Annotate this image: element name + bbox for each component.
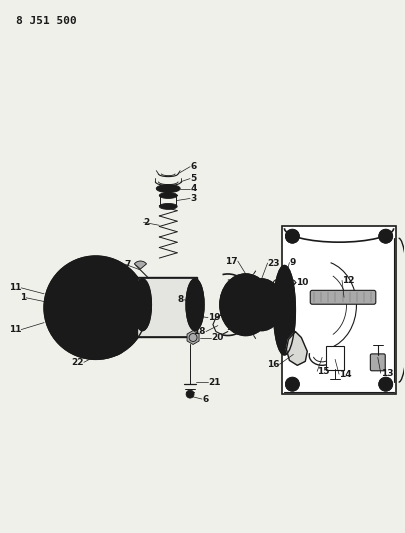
Text: 12: 12 [342,276,354,285]
Text: 23: 23 [268,259,280,268]
Ellipse shape [159,192,177,198]
Circle shape [286,377,299,391]
Ellipse shape [156,184,180,192]
FancyBboxPatch shape [310,290,376,304]
Circle shape [379,229,393,243]
FancyBboxPatch shape [370,354,385,371]
FancyBboxPatch shape [326,346,344,370]
Ellipse shape [255,296,269,314]
Circle shape [86,298,106,318]
Text: 3: 3 [190,194,196,203]
Text: 21: 21 [208,378,220,387]
Circle shape [379,377,393,391]
Ellipse shape [159,204,177,209]
Circle shape [104,327,115,337]
Ellipse shape [161,186,175,191]
Text: 15: 15 [317,367,330,376]
Ellipse shape [259,301,264,309]
FancyBboxPatch shape [137,277,197,336]
Ellipse shape [249,288,275,321]
Text: 8 J51 500: 8 J51 500 [16,16,77,26]
Text: 11: 11 [9,325,21,334]
Circle shape [44,256,147,359]
Text: 8: 8 [178,295,184,304]
Text: 4: 4 [190,184,196,193]
Ellipse shape [57,285,119,299]
Text: 17: 17 [225,256,238,265]
Ellipse shape [57,314,119,328]
Circle shape [104,279,115,288]
Text: 11: 11 [9,284,21,293]
Text: 1: 1 [20,293,26,302]
Text: 5: 5 [190,174,196,183]
Text: 9: 9 [290,258,296,267]
Text: 18: 18 [194,327,206,336]
Text: 6: 6 [202,394,208,403]
Wedge shape [134,261,147,269]
Circle shape [68,280,124,335]
Text: 6: 6 [190,162,196,171]
FancyBboxPatch shape [282,227,396,394]
Circle shape [63,303,73,313]
Ellipse shape [48,311,128,333]
Ellipse shape [220,274,271,335]
Polygon shape [286,332,307,365]
Text: 2: 2 [143,218,150,227]
Text: 13: 13 [381,369,393,378]
Ellipse shape [186,279,204,330]
Text: 20: 20 [211,333,223,342]
Text: 14: 14 [339,370,352,379]
Text: 10: 10 [296,278,309,287]
Text: 16: 16 [267,360,279,369]
Ellipse shape [241,279,282,330]
Ellipse shape [191,308,201,326]
Ellipse shape [48,281,128,303]
Circle shape [286,229,299,243]
Ellipse shape [228,282,264,328]
Text: 22: 22 [71,358,84,367]
Circle shape [186,390,194,398]
Text: 19: 19 [208,313,221,322]
Circle shape [281,287,291,297]
Ellipse shape [273,265,295,355]
Circle shape [76,288,115,328]
Text: 7: 7 [125,260,131,269]
Ellipse shape [134,279,151,330]
Circle shape [46,296,54,304]
